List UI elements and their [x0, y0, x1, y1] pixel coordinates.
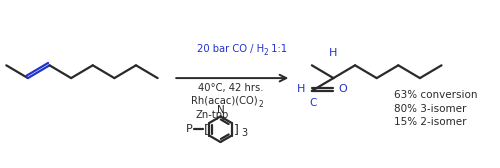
Text: H: H — [296, 84, 305, 94]
Text: C: C — [309, 98, 316, 108]
Text: H: H — [330, 48, 338, 58]
Text: 63% conversion: 63% conversion — [394, 90, 478, 100]
Text: 20 bar CO / H: 20 bar CO / H — [196, 44, 264, 54]
Text: [: [ — [204, 123, 209, 136]
Text: 2: 2 — [264, 48, 268, 57]
Text: O: O — [338, 84, 347, 94]
Text: 40°C, 42 hrs.: 40°C, 42 hrs. — [198, 83, 263, 93]
Text: N: N — [216, 106, 224, 115]
Text: 80% 3-isomer: 80% 3-isomer — [394, 104, 466, 114]
Text: ]: ] — [234, 123, 239, 136]
Text: 1:1: 1:1 — [268, 44, 287, 54]
Text: Zn-tpp: Zn-tpp — [196, 110, 229, 120]
Text: 3: 3 — [241, 128, 247, 138]
Text: 2: 2 — [259, 100, 264, 109]
Text: P: P — [186, 124, 193, 134]
Text: Rh(acac)(CO): Rh(acac)(CO) — [191, 96, 258, 106]
Text: 15% 2-isomer: 15% 2-isomer — [394, 117, 467, 128]
